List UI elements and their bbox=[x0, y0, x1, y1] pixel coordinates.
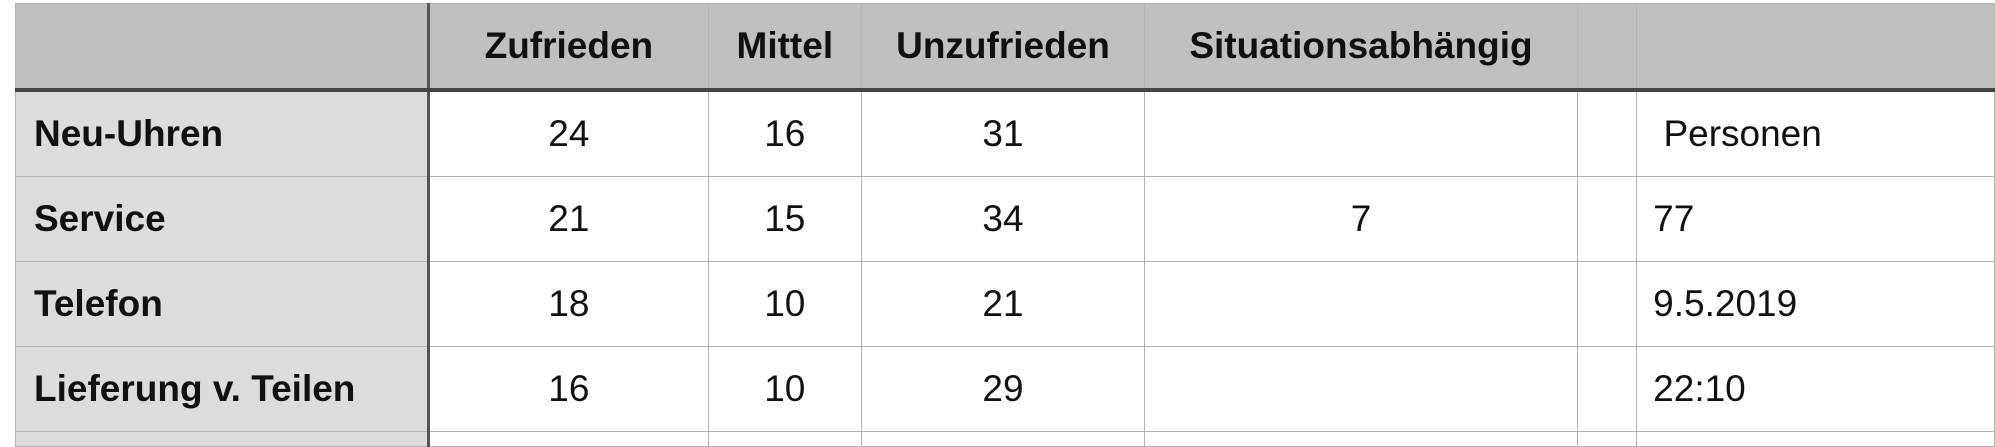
header-empty-2[interactable] bbox=[1636, 3, 1995, 92]
table-row: Telefon 18 10 21 9.5.2019 bbox=[14, 261, 1995, 347]
cell[interactable]: 77 bbox=[1636, 176, 1995, 262]
cell[interactable] bbox=[428, 431, 709, 447]
header-row: Zufrieden Mittel Unzufrieden Situationsa… bbox=[14, 3, 1995, 92]
corner-cell[interactable] bbox=[14, 3, 431, 92]
row-header[interactable]: Lieferung v. Teilen bbox=[14, 346, 431, 432]
cell[interactable]: 29 bbox=[860, 346, 1146, 432]
cell[interactable]: 34 bbox=[860, 176, 1146, 262]
cell[interactable]: 7 bbox=[1144, 176, 1578, 262]
table-row: Service 21 15 34 7 77 bbox=[14, 176, 1995, 262]
table-row-partial bbox=[14, 431, 1995, 447]
cell[interactable] bbox=[1144, 261, 1578, 347]
cell[interactable]: 10 bbox=[707, 346, 862, 432]
cell[interactable] bbox=[1576, 261, 1638, 347]
cell[interactable]: 18 bbox=[428, 261, 709, 347]
header-unzufrieden[interactable]: Unzufrieden bbox=[860, 3, 1146, 92]
cell[interactable]: 16 bbox=[707, 89, 862, 177]
cell[interactable] bbox=[1576, 176, 1638, 262]
cell[interactable]: 21 bbox=[428, 176, 709, 262]
row-header[interactable]: Neu-Uhren bbox=[14, 89, 431, 177]
cell[interactable]: 24 bbox=[428, 89, 709, 177]
spreadsheet-table: Zufrieden Mittel Unzufrieden Situationsa… bbox=[14, 3, 1995, 447]
row-header[interactable]: Service bbox=[14, 176, 431, 262]
table-row: Lieferung v. Teilen 16 10 29 22:10 bbox=[14, 346, 1995, 432]
cell[interactable]: 31 bbox=[860, 89, 1146, 177]
header-mittel[interactable]: Mittel bbox=[707, 3, 862, 92]
cell[interactable] bbox=[1144, 89, 1578, 177]
cell[interactable]: 15 bbox=[707, 176, 862, 262]
cell[interactable] bbox=[1576, 346, 1638, 432]
header-zufrieden[interactable]: Zufrieden bbox=[428, 3, 709, 92]
cell[interactable] bbox=[1636, 431, 1995, 447]
cell[interactable]: 21 bbox=[860, 261, 1146, 347]
cell[interactable] bbox=[707, 431, 862, 447]
cell[interactable] bbox=[860, 431, 1146, 447]
cell[interactable] bbox=[1576, 89, 1638, 177]
cell[interactable]: 16 bbox=[428, 346, 709, 432]
row-header[interactable]: Telefon bbox=[14, 261, 431, 347]
cell[interactable]: 22:10 bbox=[1636, 346, 1995, 432]
header-empty-1[interactable] bbox=[1576, 3, 1638, 92]
cell[interactable] bbox=[1144, 346, 1578, 432]
cell[interactable]: 9.5.2019 bbox=[1636, 261, 1995, 347]
cell[interactable] bbox=[1144, 431, 1578, 447]
cell[interactable] bbox=[1576, 431, 1638, 447]
cell[interactable]: 10 bbox=[707, 261, 862, 347]
header-situationsabhaengig[interactable]: Situationsabhängig bbox=[1144, 3, 1578, 92]
table-row: Neu-Uhren 24 16 31 Personen bbox=[14, 89, 1995, 177]
cell[interactable]: Personen bbox=[1636, 89, 1995, 177]
row-header[interactable] bbox=[14, 431, 431, 447]
